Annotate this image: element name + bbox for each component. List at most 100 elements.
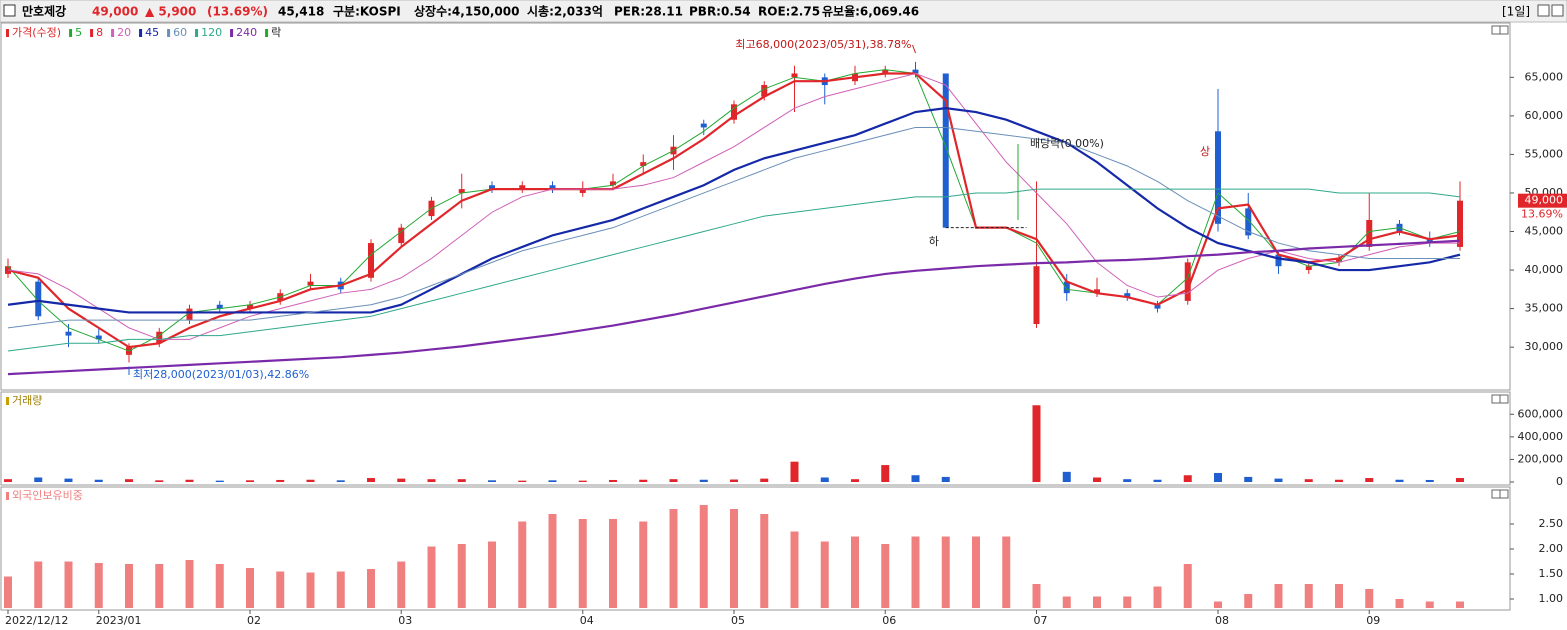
x-tick-label: 2022/12/12	[5, 614, 68, 627]
bar	[518, 521, 527, 608]
close-button[interactable]	[1551, 4, 1564, 17]
candle-body	[398, 227, 405, 244]
bar	[1365, 589, 1374, 608]
candle-body	[1336, 258, 1342, 263]
x-tick-label: 2023/01	[96, 614, 142, 627]
candle-body	[95, 335, 102, 340]
pbr: PBR:0.54	[689, 5, 751, 19]
bar	[639, 479, 648, 482]
bar	[1183, 475, 1192, 482]
bar	[1093, 596, 1101, 608]
x-tick-label: 03	[398, 614, 412, 627]
candle-body	[1094, 289, 1100, 294]
candle-body	[1184, 262, 1191, 301]
legend-label: 240	[236, 26, 257, 39]
bar	[911, 475, 920, 482]
panel-label-swatch	[6, 492, 9, 500]
bar	[155, 564, 164, 608]
legend-swatch	[265, 29, 269, 37]
candle-body	[1124, 293, 1131, 298]
annotation-limit-up: 상	[1200, 145, 1210, 158]
moving-average-line	[7, 239, 1461, 376]
bar	[881, 465, 890, 482]
volume: 45,418	[278, 5, 324, 19]
restore-button[interactable]	[1537, 4, 1550, 17]
bar	[730, 479, 738, 482]
bar	[427, 546, 436, 608]
bar	[397, 478, 406, 482]
bar	[730, 509, 738, 608]
panel-label-swatch	[6, 397, 9, 405]
market: 구분:KOSPI	[333, 5, 401, 19]
change: ▲ 5,900	[145, 5, 196, 19]
candle-body	[882, 69, 889, 74]
candle-body	[1426, 239, 1433, 244]
candle-body	[1457, 200, 1463, 247]
bar	[488, 480, 496, 482]
bar	[578, 480, 587, 482]
bar	[1425, 479, 1434, 482]
bar	[367, 569, 375, 608]
bar	[4, 479, 12, 482]
moving-average-line	[7, 69, 1461, 352]
bar	[609, 479, 617, 482]
y-tick-label: 1.00	[1539, 592, 1564, 605]
bar	[246, 480, 254, 482]
bar	[1032, 584, 1041, 608]
panel-frame	[0, 22, 1511, 391]
bar	[1274, 478, 1283, 482]
bar	[548, 480, 557, 482]
bar	[94, 479, 103, 482]
candle-body	[1033, 266, 1040, 325]
bar	[336, 571, 345, 608]
x-tick-label: 05	[731, 614, 745, 627]
period[interactable]: [1일]	[1502, 5, 1530, 19]
bar	[64, 561, 73, 608]
bar	[215, 480, 224, 482]
checkbox[interactable]	[3, 4, 16, 17]
panel-buttons	[1491, 489, 1501, 499]
panel-buttons	[1499, 394, 1509, 404]
bar	[276, 479, 285, 482]
legend-swatch	[90, 29, 94, 37]
panel-label: 외국인보유비중	[12, 489, 83, 502]
legend-label: 45	[145, 26, 159, 39]
bar	[1153, 479, 1162, 482]
candle-body	[1275, 254, 1282, 267]
x-tick-label: 04	[580, 614, 594, 627]
bar	[306, 572, 315, 608]
legend-swatch	[111, 29, 115, 37]
candle-body	[579, 189, 586, 193]
bar	[457, 544, 466, 608]
bar	[64, 478, 73, 482]
panel-label: 거래량	[12, 394, 42, 407]
y-tick-label: 1.50	[1539, 567, 1564, 580]
y-tick-label: 2.50	[1539, 517, 1564, 530]
candle-body	[156, 331, 163, 344]
roe: ROE:2.75	[758, 5, 820, 19]
bar	[1062, 596, 1071, 608]
x-tick-label: 08	[1215, 614, 1229, 627]
bar	[1062, 471, 1071, 482]
header-bar	[0, 0, 1567, 23]
candle-body	[519, 185, 526, 190]
moving-average-line	[7, 72, 1461, 349]
y-tick-label: 600,000	[1518, 407, 1564, 420]
stock-name: 만호제강	[22, 4, 66, 19]
legend-swatch	[69, 29, 73, 37]
bar	[1365, 478, 1374, 482]
annotation-arrow	[912, 44, 916, 54]
plot-area: 30,00035,00040,00045,00050,00055,00060,0…	[0, 22, 1567, 627]
bar	[518, 480, 527, 482]
candle-body	[65, 331, 72, 336]
y-tick-label: 30,000	[1525, 340, 1564, 353]
candle-body	[700, 123, 707, 128]
candle-body	[1215, 131, 1221, 224]
candle-body	[1366, 219, 1373, 247]
bar	[1425, 601, 1434, 608]
candle-body	[186, 308, 193, 321]
bar	[125, 479, 133, 482]
bar	[34, 561, 43, 608]
bar	[215, 564, 224, 608]
